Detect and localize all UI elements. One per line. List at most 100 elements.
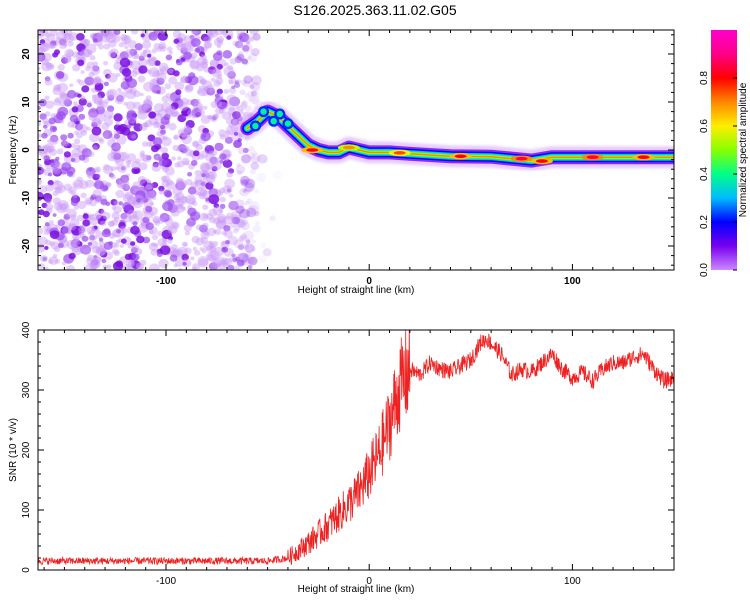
noise-blob [157, 156, 163, 161]
noise-blob [247, 205, 256, 214]
noise-blob [148, 67, 160, 78]
noise-blob [111, 34, 121, 43]
noise-blob [105, 90, 115, 99]
noise-blob [86, 171, 94, 178]
noise-blob [72, 64, 81, 72]
noise-blob [181, 253, 189, 261]
noise-blob [78, 98, 88, 106]
noise-blob [143, 81, 155, 92]
noise-blob [151, 48, 158, 54]
noise-blob [107, 220, 115, 228]
noise-blob [95, 231, 104, 239]
noise-blob [108, 172, 114, 178]
noise-blob [234, 199, 245, 209]
noise-blob [250, 153, 261, 163]
noise-blob [131, 260, 141, 270]
noise-blob [71, 245, 83, 256]
noise-blob [103, 60, 109, 66]
noise-blob [78, 227, 84, 233]
noise-blob [78, 230, 85, 236]
noise-blob [200, 163, 211, 173]
noise-blob [239, 234, 248, 242]
snr-x-label: Height of straight line (km) [298, 584, 415, 595]
noise-blob [168, 50, 173, 55]
noise-blob [124, 45, 129, 50]
noise-blob [95, 247, 106, 257]
noise-blob [76, 43, 86, 52]
noise-blob [83, 49, 93, 58]
noise-blob [164, 166, 175, 176]
noise-blob [174, 111, 180, 117]
noise-blob [59, 100, 66, 107]
noise-blob [152, 161, 159, 168]
noise-blob [168, 97, 176, 104]
noise-blob [139, 123, 148, 131]
noise-blob [181, 145, 188, 152]
noise-blob [177, 33, 187, 42]
ridge-hotspot-core [306, 148, 319, 152]
noise-blob [200, 236, 208, 244]
noise-blob [219, 153, 227, 160]
noise-blob [180, 75, 190, 84]
noise-blob [130, 241, 136, 246]
noise-blob [45, 62, 52, 68]
noise-blob [182, 262, 187, 266]
noise-blob [229, 96, 241, 107]
noise-blob [156, 72, 167, 82]
noise-blob [156, 46, 163, 52]
noise-blob [160, 102, 172, 112]
snr-plot-area [38, 330, 674, 570]
noise-blob [240, 233, 248, 240]
noise-blob [61, 57, 69, 64]
noise-blob [66, 89, 77, 99]
noise-blob [93, 38, 98, 43]
noise-blob [41, 202, 48, 209]
noise-blob [131, 244, 140, 252]
noise-blob [183, 160, 190, 166]
noise-blob [208, 180, 213, 185]
noise-blob [38, 145, 41, 149]
noise-blob [210, 160, 222, 171]
noise-blob [99, 101, 108, 109]
noise-blob [111, 205, 117, 210]
noise-blob [245, 178, 253, 185]
noise-blob [154, 120, 159, 125]
noise-blob [72, 179, 84, 190]
noise-blob [169, 254, 178, 262]
noise-blob [190, 181, 198, 189]
noise-blob [115, 239, 121, 244]
noise-blob [119, 244, 125, 248]
noise-blob [115, 260, 123, 268]
noise-blob [119, 51, 129, 60]
noise-blob [49, 241, 55, 247]
noise-blob [147, 53, 152, 58]
noise-blob [241, 34, 247, 39]
noise-blob [218, 108, 225, 114]
noise-blob [251, 48, 260, 57]
noise-blob [131, 134, 137, 139]
noise-blob [126, 209, 138, 220]
noise-blob [112, 248, 119, 255]
noise-blob [126, 110, 137, 119]
noise-blob [86, 257, 95, 265]
noise-blob [185, 84, 194, 92]
noise-blob [142, 99, 152, 109]
noise-blob [185, 120, 195, 129]
noise-blob [59, 119, 65, 124]
noise-blob [207, 33, 214, 39]
noise-blob [244, 182, 255, 192]
noise-blob [234, 82, 241, 88]
noise-blob [237, 218, 247, 227]
noise-blob [202, 214, 208, 219]
noise-blob [68, 223, 77, 231]
noise-blob [137, 110, 148, 120]
noise-blob [124, 49, 134, 58]
noise-blob [191, 200, 198, 206]
noise-blob [70, 157, 76, 163]
noise-blob [85, 199, 93, 206]
noise-blob [84, 76, 95, 86]
noise-blob [207, 115, 212, 120]
noise-blob [118, 55, 123, 60]
noise-blob [196, 56, 207, 66]
noise-blob [145, 205, 153, 213]
